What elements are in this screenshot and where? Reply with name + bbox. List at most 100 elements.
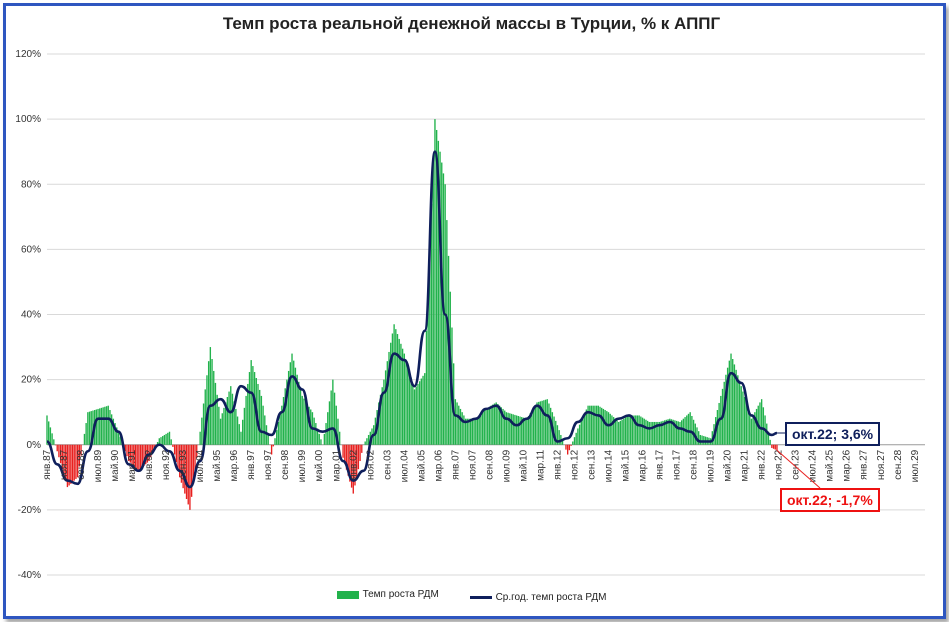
bar [595, 405, 598, 445]
bar [633, 415, 635, 445]
bar [566, 444, 569, 455]
bar [97, 408, 99, 445]
bar [276, 430, 278, 445]
bar [524, 418, 526, 445]
bar [58, 444, 60, 458]
bar [146, 444, 149, 463]
bar [216, 394, 218, 445]
bar [585, 409, 588, 445]
bar [471, 418, 474, 445]
bar [403, 353, 406, 445]
bar [189, 444, 191, 510]
bar [740, 386, 742, 445]
bar [63, 444, 65, 476]
bar [65, 444, 67, 482]
bar [641, 417, 644, 445]
bar [539, 401, 542, 445]
bar [75, 444, 77, 479]
chart-frame [3, 3, 946, 619]
x-tick-label: май.10 [518, 449, 529, 481]
x-tick-label: янв.17 [655, 449, 666, 480]
bar [645, 419, 647, 445]
x-tick-label: июл.14 [604, 449, 615, 482]
x-tick-label: июл.99 [297, 449, 308, 482]
bar [332, 379, 334, 445]
average-growth-line [46, 150, 778, 489]
bar [509, 413, 511, 445]
bar [762, 407, 765, 445]
bar [601, 407, 603, 445]
bar [395, 329, 397, 445]
chart-title: Темп роста реальной денежной массы в Тур… [222, 14, 721, 33]
bar [260, 395, 263, 445]
x-tick-label: ноя.12 [569, 449, 580, 480]
bar [393, 324, 395, 445]
bar [265, 425, 268, 445]
bar [536, 402, 538, 445]
bar [109, 410, 111, 445]
bar [223, 407, 225, 445]
bar [126, 444, 128, 457]
bar [184, 444, 186, 494]
x-tick-label: мар.06 [433, 449, 444, 481]
bar [493, 403, 496, 445]
bar [117, 431, 120, 445]
bar [344, 444, 346, 464]
bar [604, 410, 606, 445]
bar [151, 444, 154, 454]
bar [749, 413, 751, 445]
bar [338, 431, 341, 445]
bar [735, 369, 737, 445]
bar [670, 419, 673, 445]
bar [772, 444, 775, 449]
bar [490, 405, 492, 445]
x-tick-label: сен.98 [280, 449, 291, 479]
bar [315, 423, 317, 445]
bar [245, 395, 247, 445]
bar [61, 444, 63, 470]
x-tick-label: ноя.97 [263, 449, 274, 480]
x-tick-label: ноя.92 [161, 449, 172, 480]
x-tick-label: сен.28 [893, 449, 904, 479]
bar [396, 334, 399, 445]
bar [521, 417, 523, 445]
bar [51, 433, 53, 445]
bar [468, 418, 470, 445]
bar [214, 382, 217, 445]
bar [424, 373, 426, 445]
bar [207, 361, 210, 445]
bar [196, 444, 198, 458]
x-tick-label: мар.96 [229, 449, 240, 481]
x-tick-label: мар.91 [127, 449, 138, 481]
bar [213, 370, 215, 445]
bar [725, 374, 727, 445]
bar [510, 413, 513, 445]
bar [572, 441, 574, 445]
chart-legend: Темп роста РДМ Ср.год. темп роста РДМ [0, 589, 943, 603]
bar [546, 399, 548, 445]
bar [194, 444, 196, 471]
bar [611, 415, 613, 445]
bar [412, 383, 414, 445]
bar [408, 371, 411, 445]
annotation-line-last-value: окт.22; 3,6% [785, 422, 881, 446]
bar [502, 408, 504, 445]
x-tick-label: ноя.27 [876, 449, 887, 480]
bar [401, 348, 404, 445]
bar [742, 391, 744, 445]
y-tick-label: 60% [21, 244, 41, 255]
bar [631, 415, 634, 445]
bar [663, 420, 666, 445]
bar [330, 390, 332, 445]
bar [252, 366, 254, 445]
x-tick-label: сен.03 [382, 449, 393, 479]
bar [430, 203, 433, 445]
bar [257, 383, 259, 445]
bar [687, 413, 690, 445]
bar [594, 405, 596, 445]
bar [105, 406, 108, 445]
x-tick-label: янв.02 [348, 449, 359, 480]
bar [150, 444, 152, 458]
bar [259, 389, 261, 445]
bar [650, 421, 652, 445]
